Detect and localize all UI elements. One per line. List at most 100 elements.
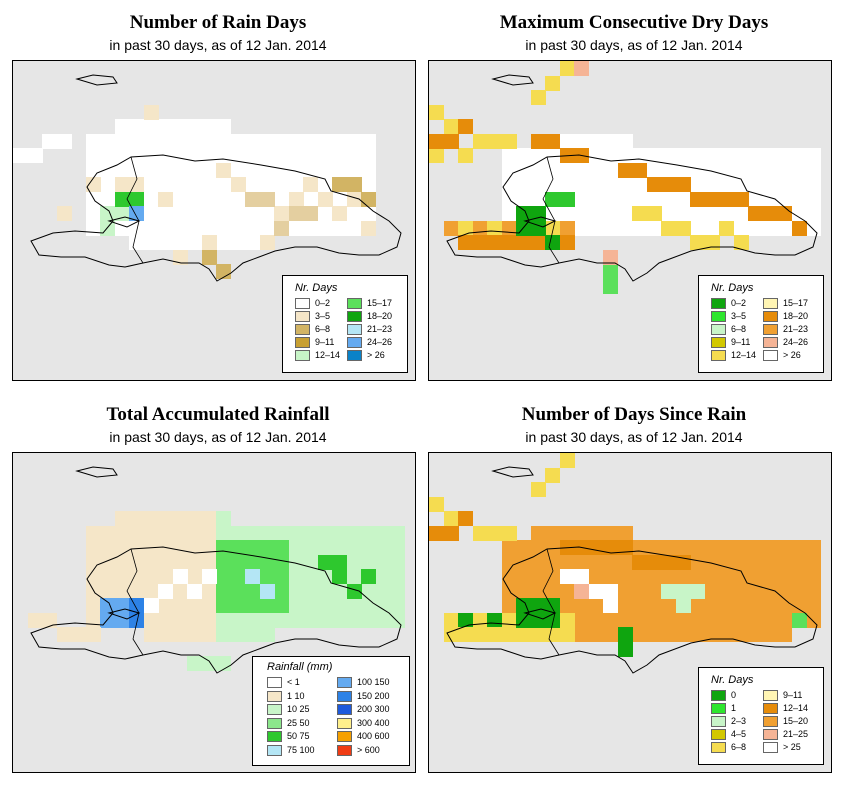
grid-cell	[245, 206, 260, 221]
grid-cell	[560, 163, 575, 178]
grid-cell	[487, 134, 502, 149]
grid-cell	[647, 177, 662, 192]
coastline-island	[75, 466, 118, 478]
map-grid	[429, 453, 821, 674]
grid-cell	[187, 526, 202, 541]
legend-label: 21–23	[783, 324, 809, 334]
legend-label: 400 600	[357, 731, 390, 741]
grid-cell	[632, 192, 647, 207]
grid-cell	[560, 627, 575, 642]
grid-cell	[516, 177, 531, 192]
grid-cell	[274, 526, 289, 541]
legend-swatch	[295, 337, 310, 348]
grid-cell	[806, 163, 821, 178]
legend-swatch	[763, 703, 778, 714]
grid-cell	[216, 598, 231, 613]
grid-cell	[144, 526, 159, 541]
country-border	[542, 156, 560, 264]
legend-label: 0	[731, 690, 737, 700]
grid-cell	[245, 598, 260, 613]
grid-cell	[806, 192, 821, 207]
legend-label: > 25	[783, 742, 801, 752]
grid-cell	[516, 148, 531, 163]
grid-cell	[347, 134, 362, 149]
map-grid	[13, 74, 402, 282]
grid-cell	[777, 555, 792, 570]
grid-cell	[560, 555, 575, 570]
grid-cell	[57, 134, 72, 149]
grid-cell	[516, 627, 531, 642]
legend-swatch	[267, 717, 282, 729]
grid-cell	[231, 192, 246, 207]
grid-cell	[158, 598, 173, 613]
grid-cell	[545, 76, 560, 91]
grid-cell	[690, 221, 705, 236]
grid-cell	[158, 221, 173, 236]
grid-cell	[574, 221, 589, 236]
grid-cell	[173, 540, 188, 555]
grid-cell	[458, 627, 473, 642]
grid-cell	[260, 206, 275, 221]
legend-title: Nr. Days	[711, 674, 754, 686]
grid-cell	[158, 511, 173, 526]
grid-cell	[231, 569, 246, 584]
grid-cell	[86, 134, 101, 149]
grid-cell	[589, 221, 604, 236]
grid-cell	[705, 627, 720, 642]
grid-cell	[245, 569, 260, 584]
grid-cell	[632, 627, 647, 642]
grid-cell	[231, 221, 246, 236]
legend-label: 0–2	[315, 298, 331, 308]
grid-cell	[632, 598, 647, 613]
grid-cell	[216, 206, 231, 221]
grid-cell	[690, 613, 705, 628]
legend-swatch	[267, 744, 282, 756]
grid-cell	[100, 613, 115, 628]
grid-cell	[618, 526, 633, 541]
grid-cell	[158, 555, 173, 570]
grid-cell	[531, 584, 546, 599]
grid-cell	[318, 598, 333, 613]
grid-cell	[144, 119, 159, 134]
grid-cell	[444, 627, 459, 642]
grid-cell	[115, 569, 130, 584]
grid-cell	[231, 206, 246, 221]
grid-cell	[332, 584, 347, 599]
legend-label: 3–5	[315, 311, 331, 321]
grid-cell	[231, 540, 246, 555]
grid-cell	[516, 613, 531, 628]
grid-cell	[618, 192, 633, 207]
grid-cell	[806, 555, 821, 570]
grid-cell	[100, 526, 115, 541]
grid-cell	[202, 555, 217, 570]
grid-cell	[502, 526, 517, 541]
grid-cell	[748, 584, 763, 599]
grid-cell	[792, 584, 807, 599]
grid-cell	[502, 192, 517, 207]
legend-swatch	[711, 729, 726, 740]
grid-cell	[173, 177, 188, 192]
grid-cell	[129, 235, 144, 250]
grid-cell	[100, 555, 115, 570]
legend-swatch	[295, 298, 310, 309]
grid-cell	[661, 192, 676, 207]
grid-cell	[531, 627, 546, 642]
grid-cell	[603, 627, 618, 642]
grid-cell	[361, 555, 376, 570]
grid-cell	[173, 569, 188, 584]
legend-label: > 26	[367, 350, 385, 360]
grid-cell	[173, 206, 188, 221]
grid-cell	[719, 163, 734, 178]
grid-cell	[129, 511, 144, 526]
legend-swatch	[711, 324, 726, 335]
legend-title: Nr. Days	[295, 282, 338, 294]
legend-label: 15–20	[783, 716, 809, 726]
country-border	[126, 156, 144, 264]
grid-cell	[173, 163, 188, 178]
grid-cell	[289, 206, 304, 221]
grid-cell	[216, 235, 231, 250]
grid-cell	[274, 569, 289, 584]
grid-cell	[690, 148, 705, 163]
grid-cell	[216, 584, 231, 599]
grid-cell	[719, 148, 734, 163]
